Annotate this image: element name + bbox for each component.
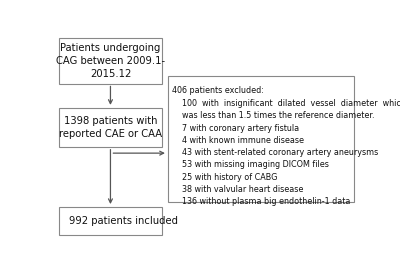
Text: 406 patients excluded:: 406 patients excluded: [172,86,263,95]
FancyBboxPatch shape [59,108,162,147]
Text: 136 without plasma big endothelin-1 data: 136 without plasma big endothelin-1 data [172,197,350,206]
Text: was less than 1.5 times the reference diameter.: was less than 1.5 times the reference di… [172,111,374,120]
Text: Patients undergoing
CAG between 2009.1-
2015.12: Patients undergoing CAG between 2009.1- … [56,43,165,79]
FancyBboxPatch shape [168,76,354,202]
Text: 4 with known immune disease: 4 with known immune disease [172,136,304,145]
FancyBboxPatch shape [59,207,162,235]
Text: 43 with stent-related coronary artery aneurysms: 43 with stent-related coronary artery an… [172,148,378,157]
Text: 38 with valvular heart disease: 38 with valvular heart disease [172,185,303,194]
Text: 7 with coronary artery fistula: 7 with coronary artery fistula [172,124,299,133]
Text: 992 patients included: 992 patients included [69,216,178,226]
Text: 100  with  insignificant  dilated  vessel  diameter  which: 100 with insignificant dilated vessel di… [172,99,400,108]
Text: 53 with missing imaging DICOM files: 53 with missing imaging DICOM files [172,160,328,169]
FancyBboxPatch shape [59,38,162,84]
Text: 1398 patients with
reported CAE or CAA: 1398 patients with reported CAE or CAA [59,116,162,139]
Text: 25 with history of CABG: 25 with history of CABG [172,173,277,182]
